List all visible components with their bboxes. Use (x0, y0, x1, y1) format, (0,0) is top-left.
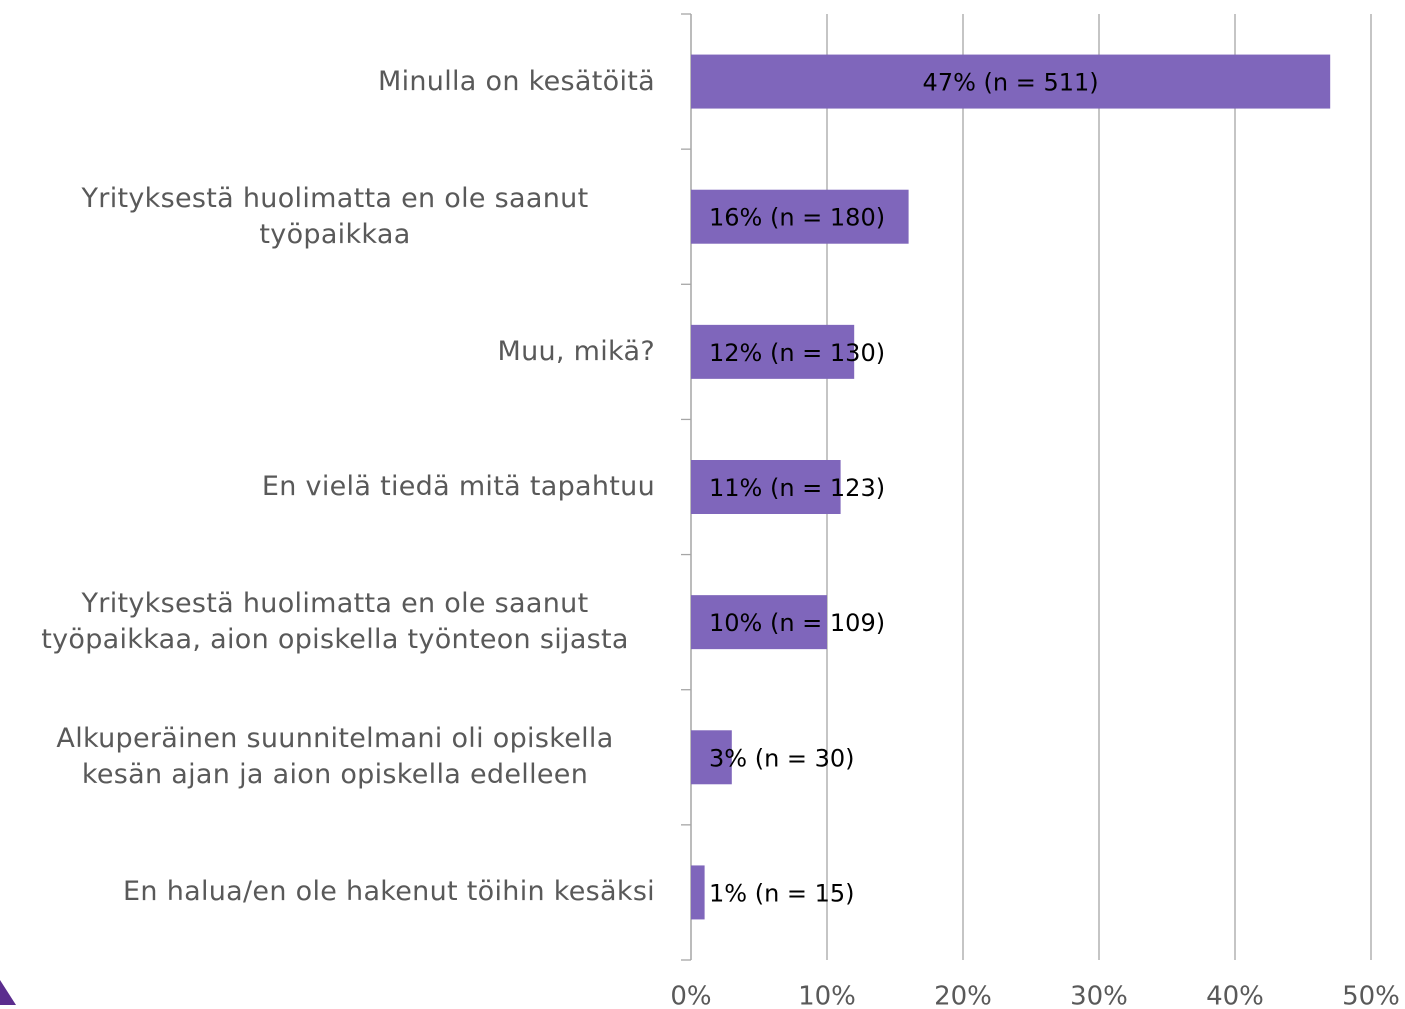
x-tick-label: 50% (1342, 982, 1400, 1009)
value-label: 3% (n = 30) (709, 744, 855, 772)
value-label: 47% (n = 511) (923, 69, 1099, 97)
category-text: Yrityksestä huolimatta en ole saanut työ… (41, 588, 629, 656)
value-label: 12% (n = 130) (709, 339, 885, 367)
bar (691, 865, 705, 920)
x-tick-label: 40% (1206, 982, 1264, 1009)
value-label: 11% (n = 123) (709, 474, 885, 502)
category-label: En halua/en ole hakenut töihin kesäksi (0, 832, 655, 952)
category-text: Yrityksestä huolimatta en ole saanut työ… (81, 182, 589, 250)
category-text: Minulla on kesätöitä (377, 65, 655, 97)
category-text: Muu, mikä? (497, 335, 655, 367)
category-label: En vielä tiedä mitä tapahtuu (0, 427, 655, 547)
value-label: 10% (n = 109) (709, 609, 885, 637)
category-label: Yrityksestä huolimatta en ole saanut työ… (0, 157, 655, 277)
category-label: Minulla on kesätöitä (0, 22, 655, 142)
category-label: Muu, mikä? (0, 292, 655, 412)
bar (691, 324, 855, 379)
logo-corner (0, 980, 16, 1005)
category-label: Alkuperäinen suunnitelmani oli opiskella… (0, 697, 655, 817)
bar (691, 730, 732, 785)
x-tick-label: 20% (934, 982, 992, 1009)
x-tick-label: 10% (798, 982, 856, 1009)
bar (691, 460, 841, 514)
bar (691, 595, 827, 650)
bar (691, 189, 909, 244)
value-label: 1% (n = 15) (709, 879, 855, 907)
value-label: 16% (n = 180) (709, 204, 885, 232)
category-text: En halua/en ole hakenut töihin kesäksi (123, 876, 655, 908)
x-tick-label: 0% (670, 982, 711, 1009)
bar (691, 54, 1331, 109)
x-tick-label: 30% (1070, 982, 1128, 1009)
category-text: Alkuperäinen suunnitelmani oli opiskella… (56, 723, 614, 791)
category-text: En vielä tiedä mitä tapahtuu (261, 471, 655, 502)
category-label: Yrityksestä huolimatta en ole saanut työ… (0, 562, 655, 682)
